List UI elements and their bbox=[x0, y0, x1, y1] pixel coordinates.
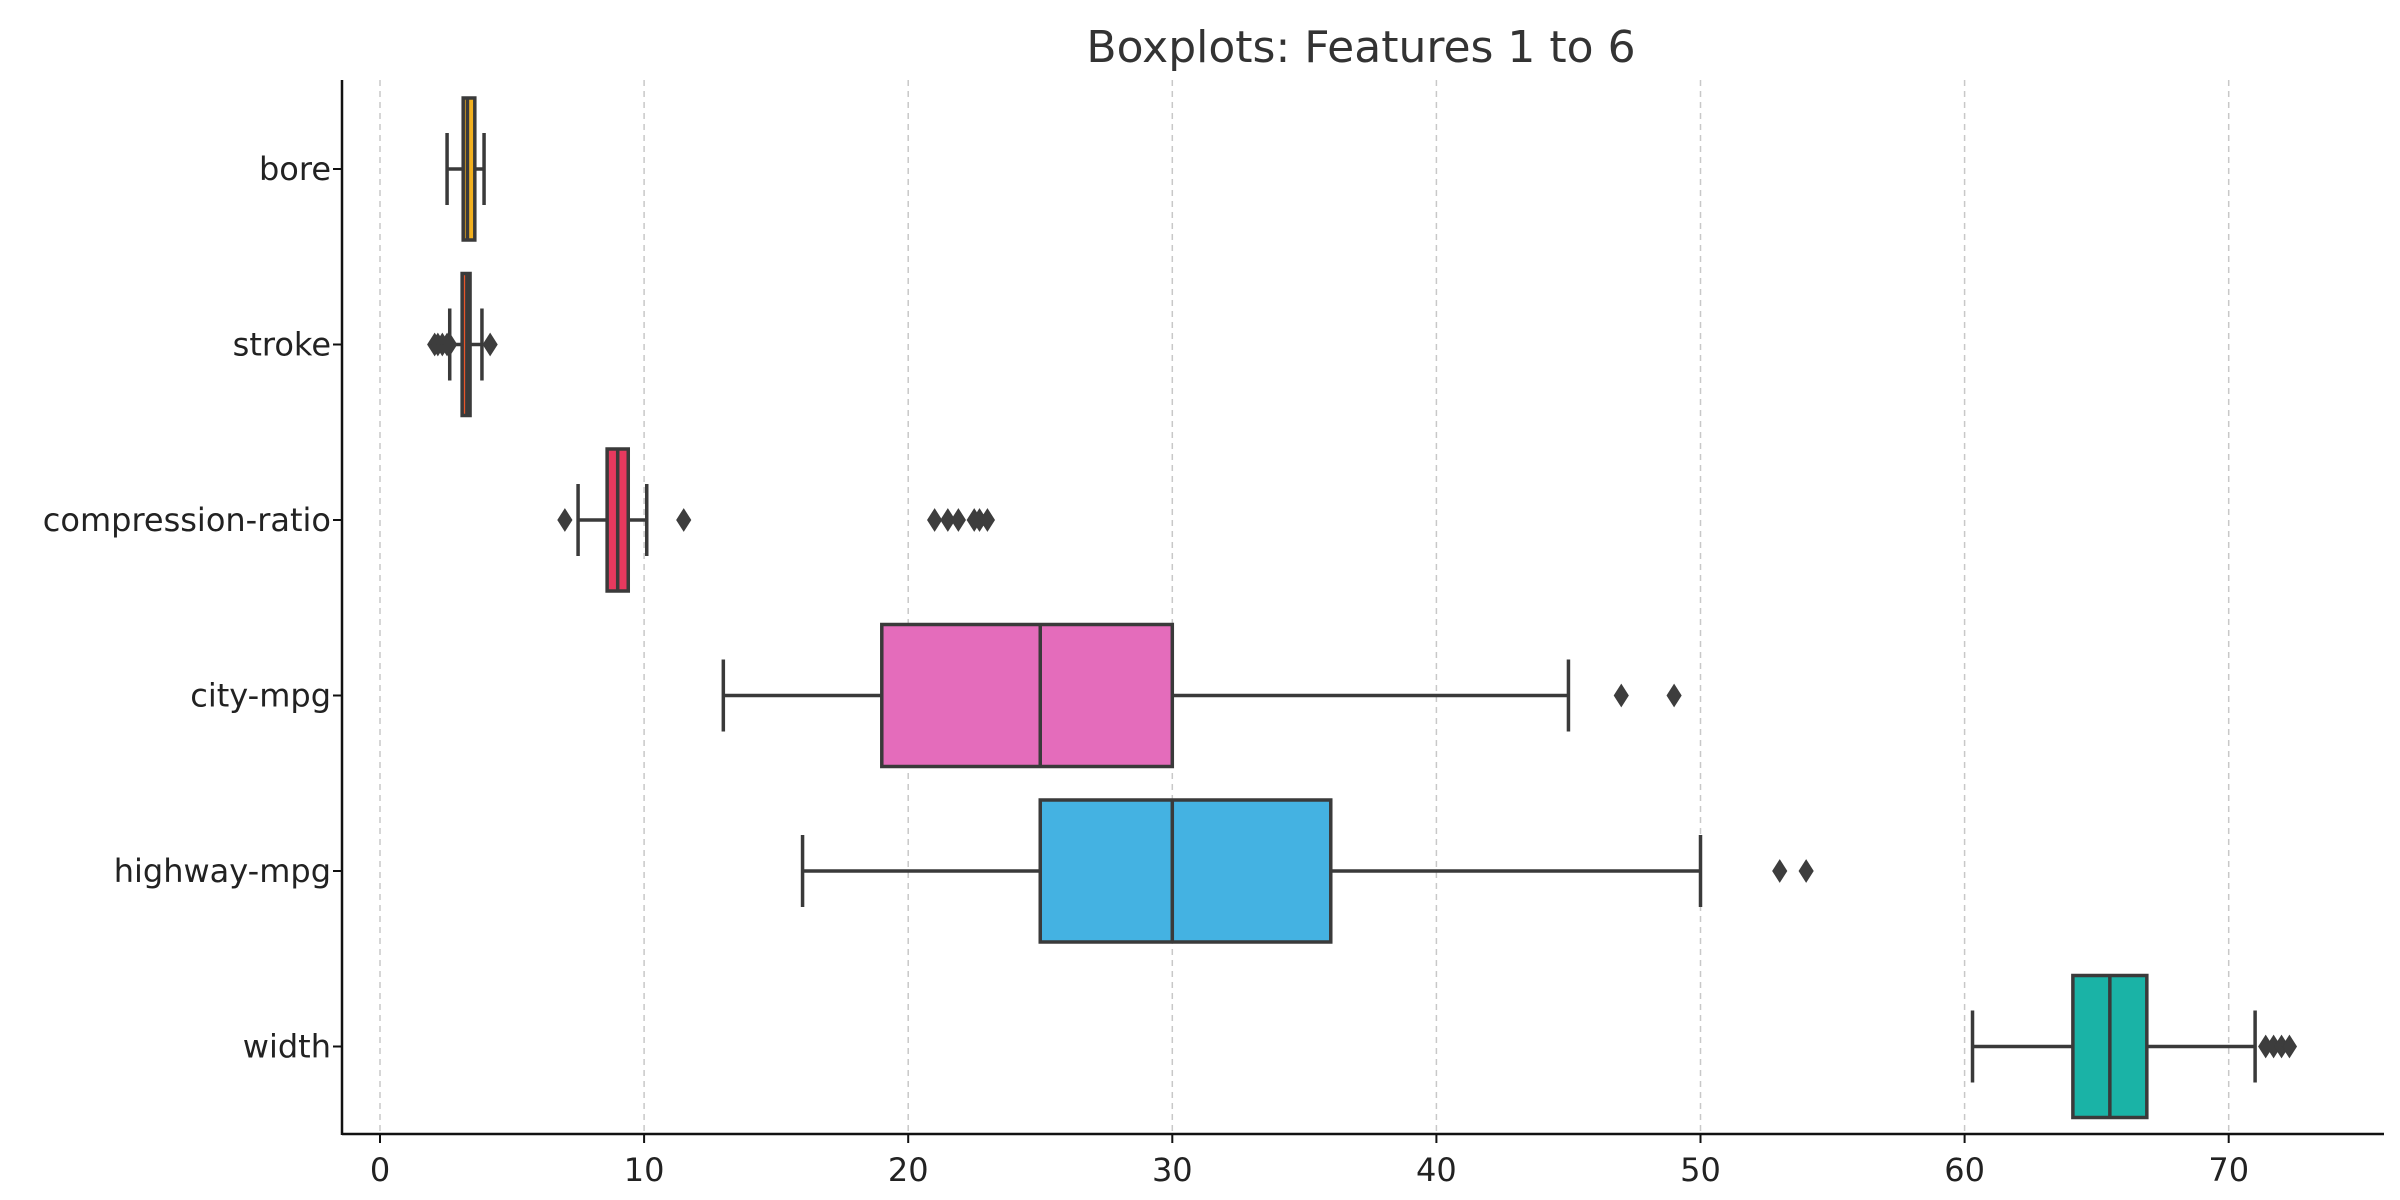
x-tick-label: 20 bbox=[888, 1151, 929, 1189]
x-tick-label: 30 bbox=[1152, 1151, 1193, 1189]
y-tick-label: city-mpg bbox=[190, 677, 331, 715]
outlier-point bbox=[2281, 1034, 2298, 1059]
outlier-point bbox=[557, 508, 573, 532]
axes bbox=[340, 80, 2384, 1136]
boxplot-city-mpg bbox=[721, 622, 1682, 769]
x-tick-label: 50 bbox=[1680, 1151, 1721, 1189]
iqr-box bbox=[1038, 798, 1333, 944]
x-tick-label: 40 bbox=[1416, 1151, 1457, 1189]
y-ticks: bore stroke compression-ratio city-mpg highw… bbox=[43, 150, 342, 1066]
boxplot-stroke bbox=[427, 271, 498, 418]
y-tick-label: bore bbox=[259, 150, 331, 188]
x-ticks: 0 10 20 30 40 50 60 70 bbox=[370, 1134, 2249, 1189]
outlier-point bbox=[1613, 683, 1629, 708]
outlier-point bbox=[1798, 859, 1814, 883]
outlier-point bbox=[950, 508, 966, 532]
outlier-point bbox=[927, 508, 943, 532]
boxplot-compression-ratio bbox=[557, 447, 996, 593]
boxplot-bore bbox=[445, 96, 486, 242]
x-tick-label: 60 bbox=[1944, 1151, 1985, 1189]
outlier-point bbox=[979, 508, 996, 532]
outlier-point bbox=[940, 508, 956, 532]
boxplot-width bbox=[1970, 973, 2298, 1120]
boxplot-highway-mpg bbox=[800, 798, 1814, 944]
boxes-layer bbox=[427, 96, 2298, 1120]
outlier-point bbox=[1666, 683, 1682, 708]
y-tick-label: compression-ratio bbox=[43, 501, 331, 539]
y-tick-label: width bbox=[243, 1028, 331, 1066]
x-tick-label: 0 bbox=[370, 1151, 390, 1189]
y-tick-label: stroke bbox=[233, 326, 331, 364]
chart-title: Boxplots: Features 1 to 6 bbox=[1086, 22, 1635, 73]
y-tick-label: highway-mpg bbox=[114, 852, 331, 890]
outlier-point bbox=[442, 332, 458, 357]
outlier-point bbox=[1772, 859, 1788, 883]
x-tick-label: 10 bbox=[624, 1151, 665, 1189]
iqr-box bbox=[880, 622, 1175, 769]
outlier-point bbox=[482, 332, 498, 357]
outlier-point bbox=[676, 508, 692, 532]
grid-lines bbox=[379, 80, 2230, 1134]
x-tick-label: 70 bbox=[2208, 1151, 2249, 1189]
